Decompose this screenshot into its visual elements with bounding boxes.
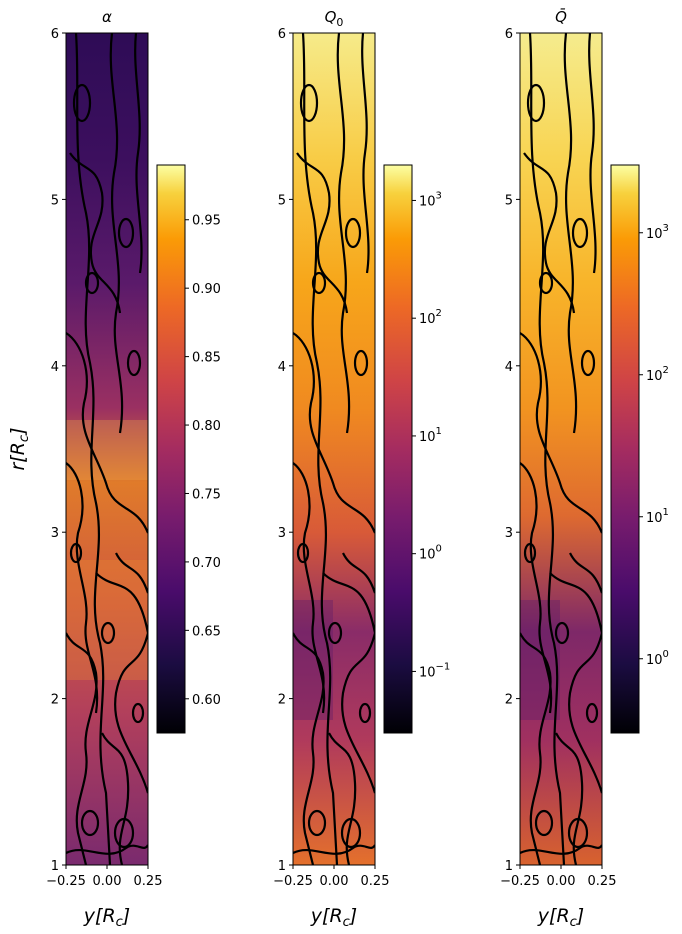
y-tick-label: 5 <box>51 193 59 208</box>
colorbar-tick-label: 0.75 <box>192 487 221 502</box>
x-tick-label: 0.00 <box>547 874 576 889</box>
colorbar-tick-label: 102 <box>419 308 442 327</box>
colorbar-tick-label: 101 <box>419 426 442 445</box>
colorbar-tick-label: 103 <box>419 190 442 209</box>
y-tick-label: 3 <box>278 526 286 541</box>
y-tick-label: 6 <box>51 27 59 42</box>
y-tick-label: 2 <box>51 693 59 708</box>
y-tick-label: 4 <box>505 360 513 375</box>
x-axis-label-q0: y[Rc] <box>310 905 357 930</box>
colorbar-tick-label: 103 <box>646 223 669 242</box>
x-tick-label: 0.25 <box>134 874 163 889</box>
y-tick-label: 6 <box>278 27 286 42</box>
colorbar-tick-label: 0.90 <box>192 282 221 297</box>
x-tick-label: 0.00 <box>320 874 349 889</box>
y-tick-label: 6 <box>505 27 513 42</box>
x-axis-q0: −0.25 0.00 0.25 <box>273 865 389 889</box>
y-tick-label: 3 <box>505 526 513 541</box>
x-axis-qbar: −0.25 0.00 0.25 <box>500 865 616 889</box>
y-tick-label: 5 <box>278 193 286 208</box>
x-tick-label: −0.25 <box>500 874 540 889</box>
x-tick-label: 0.25 <box>361 874 390 889</box>
heatmap-qbar <box>520 33 602 865</box>
x-axis-label-qbar: y[Rc] <box>537 905 584 930</box>
y-tick-label: 5 <box>505 193 513 208</box>
colorbar-ticks-qbar: 100 101 102 103 <box>639 223 669 668</box>
colorbar-tick-label: 101 <box>646 507 669 526</box>
x-tick-label: 0.00 <box>93 874 122 889</box>
y-tick-label: 4 <box>51 360 59 375</box>
y-tick-label: 4 <box>278 360 286 375</box>
colorbar-tick-label: 0.70 <box>192 556 221 571</box>
colorbar-ticks-q0: 10−1 100 101 102 103 <box>412 190 450 680</box>
panel-q0: Q0 1 2 3 4 5 6 −0.25 0.00 0.25 y[Rc] 10−1 100 101… <box>273 8 450 930</box>
y-tick-label: 2 <box>278 693 286 708</box>
x-axis-alpha: −0.25 0.00 0.25 <box>46 865 162 889</box>
colorbar-tick-label: 0.85 <box>192 351 221 366</box>
colorbar-tick-label: 100 <box>646 649 669 668</box>
x-tick-label: −0.25 <box>273 874 313 889</box>
x-tick-label: 0.25 <box>588 874 617 889</box>
y-axis-q0: 1 2 3 4 5 6 <box>278 27 293 874</box>
colorbar-tick-label: 100 <box>419 544 442 563</box>
y-tick-label: 2 <box>505 693 513 708</box>
heatmap-alpha <box>66 33 148 865</box>
y-tick-label: 3 <box>51 526 59 541</box>
colorbar-tick-label: 0.80 <box>192 419 221 434</box>
colorbar-tick-label: 0.60 <box>192 693 221 708</box>
colorbar-tick-label: 0.65 <box>192 624 221 639</box>
colorbar-ticks-alpha: 0.60 0.65 0.70 0.75 0.80 0.85 0.90 0.95 <box>185 214 221 708</box>
panel-qbar-title: Q̄ <box>555 7 567 26</box>
x-tick-label: −0.25 <box>46 874 86 889</box>
y-axis-qbar: 1 2 3 4 5 6 <box>505 27 520 874</box>
y-tick-label: 1 <box>505 859 513 874</box>
colorbar-tick-label: 10−1 <box>419 661 450 680</box>
y-axis-alpha: 1 2 3 4 5 6 <box>51 27 66 874</box>
x-axis-label-alpha: y[Rc] <box>83 905 130 930</box>
colorbar-q0 <box>383 164 413 734</box>
y-tick-label: 1 <box>51 859 59 874</box>
heatmap-q0 <box>293 33 375 865</box>
y-axis-label: r[Rc] <box>7 427 32 470</box>
panel-alpha-title: α <box>102 8 112 26</box>
panel-q0-title: Q0 <box>325 8 344 29</box>
colorbar-qbar <box>610 164 640 734</box>
colorbar-tick-label: 0.95 <box>192 214 221 229</box>
colorbar-tick-label: 102 <box>646 365 669 384</box>
y-tick-label: 1 <box>278 859 286 874</box>
colorbar-alpha <box>156 164 186 734</box>
